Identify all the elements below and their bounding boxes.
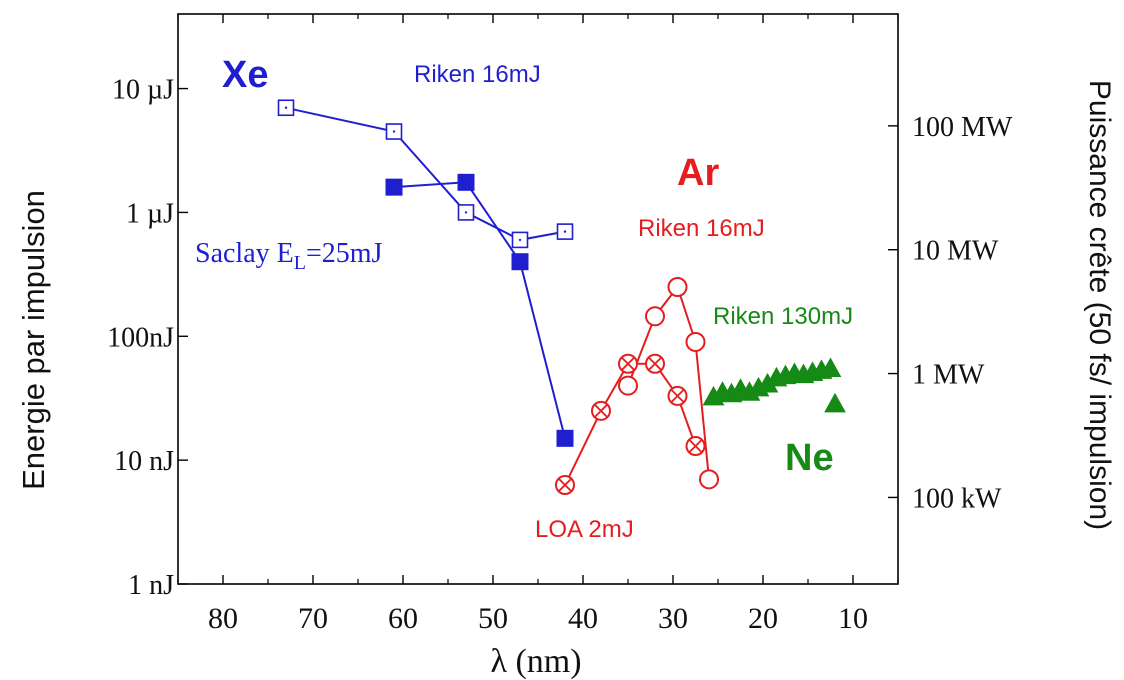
y-tick-label-right: 10 MW	[912, 236, 999, 267]
data-point	[819, 357, 842, 377]
series-xe-0	[277, 99, 574, 249]
data-point-cross	[648, 356, 662, 371]
annotation-ar: Ar	[677, 152, 719, 194]
annotation-saclay-after: =25mJ	[306, 238, 383, 269]
data-point	[824, 392, 846, 413]
y-tick-label-left: 10 µJ	[112, 75, 174, 106]
data-point	[645, 306, 665, 327]
data-point	[385, 178, 403, 196]
annotation-saclay: Saclay EL=25mJ	[195, 238, 383, 274]
y-tick-label-left: 10 nJ	[114, 446, 174, 477]
data-point	[511, 253, 529, 271]
x-tick-label: 30	[658, 602, 688, 635]
y-tick-label-right: 1 MW	[912, 360, 985, 391]
y-tick-label-right: 100 MW	[912, 112, 1013, 143]
y-tick-label-left: 1 nJ	[128, 570, 174, 601]
series-ar-2	[618, 276, 719, 490]
annotation-xe: Xe	[222, 54, 268, 96]
data-point	[457, 173, 475, 191]
x-tick-label: 50	[478, 602, 508, 635]
series-xe-1	[385, 173, 574, 447]
data-point	[556, 429, 574, 447]
data-point-center	[464, 211, 468, 214]
ticks-layer: 80 70 60 50 40 30 20 10 1 nJ 10 nJ 100nJ 1 µJ 10 µJ 1…	[107, 14, 1013, 635]
data-point-cross	[670, 388, 685, 403]
x-tick-label: 60	[388, 602, 418, 635]
y-tick-label-right: 100 kW	[912, 483, 1002, 514]
data-point-center	[518, 238, 522, 242]
x-tick-label: 10	[838, 602, 868, 635]
y-axis-label-right: Puissance crête (50 fs/ impulsion)	[1083, 80, 1116, 530]
data-point-cross	[688, 439, 703, 453]
data-point	[685, 331, 706, 352]
annotation-riken-16mj-xe: Riken 16mJ	[414, 61, 541, 88]
series-ne-4	[702, 357, 846, 413]
series-line	[393, 181, 566, 439]
annotation-saclay-sub: L	[294, 252, 306, 274]
x-tick-label: 20	[748, 602, 778, 635]
data-point-center	[392, 130, 396, 133]
x-axis-label: λ (nm)	[490, 643, 581, 680]
data-point	[667, 276, 688, 297]
annotation-riken-16mj-ar: Riken 16mJ	[638, 215, 765, 242]
annotation-riken-130mj: Riken 130mJ	[713, 303, 853, 330]
series-ar-3	[555, 353, 706, 495]
data-point-center	[284, 106, 288, 109]
y-tick-label-left: 1 µJ	[126, 198, 174, 229]
series-line	[285, 106, 566, 241]
data-point-cross	[558, 478, 572, 492]
annotation-saclay-main: Saclay E	[195, 238, 294, 269]
data-point-cross	[621, 356, 635, 371]
annotation-ne: Ne	[785, 437, 834, 479]
series-layer	[277, 99, 846, 495]
x-tick-label: 80	[208, 602, 238, 635]
data-point	[618, 375, 638, 396]
y-axis-label-left: Energie par impulsion	[16, 190, 51, 490]
data-point	[699, 469, 719, 490]
x-tick-label: 40	[568, 602, 598, 635]
x-tick-label: 70	[298, 602, 328, 635]
data-point-cross	[594, 403, 608, 418]
annotation-loa-2mj: LOA 2mJ	[535, 516, 634, 543]
data-point-center	[563, 230, 567, 233]
y-tick-label-left: 100nJ	[107, 322, 174, 353]
